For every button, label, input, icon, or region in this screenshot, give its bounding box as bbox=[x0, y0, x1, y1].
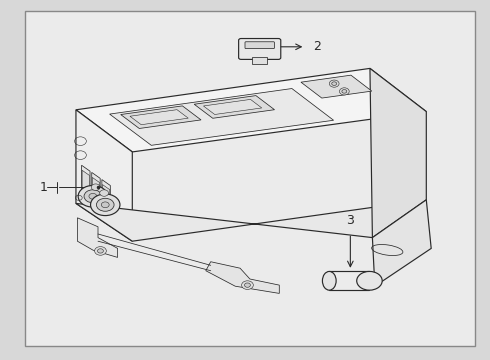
Circle shape bbox=[329, 80, 339, 87]
Polygon shape bbox=[110, 89, 334, 145]
Text: 2: 2 bbox=[314, 40, 321, 53]
Polygon shape bbox=[121, 106, 201, 129]
FancyBboxPatch shape bbox=[239, 39, 281, 59]
Polygon shape bbox=[81, 165, 90, 196]
Polygon shape bbox=[102, 185, 110, 206]
Circle shape bbox=[100, 190, 109, 196]
Polygon shape bbox=[77, 218, 118, 257]
Circle shape bbox=[78, 185, 108, 207]
Circle shape bbox=[245, 283, 250, 287]
Circle shape bbox=[98, 249, 103, 253]
Circle shape bbox=[84, 190, 102, 203]
Polygon shape bbox=[92, 172, 100, 203]
Circle shape bbox=[332, 82, 337, 85]
Polygon shape bbox=[194, 96, 274, 118]
Polygon shape bbox=[76, 68, 426, 152]
Polygon shape bbox=[206, 262, 279, 293]
Ellipse shape bbox=[322, 271, 336, 290]
Circle shape bbox=[101, 202, 109, 208]
FancyBboxPatch shape bbox=[245, 42, 274, 49]
Circle shape bbox=[89, 193, 97, 199]
Text: 1: 1 bbox=[40, 181, 48, 194]
Polygon shape bbox=[370, 68, 426, 238]
Circle shape bbox=[340, 88, 349, 95]
Bar bbox=[329, 271, 369, 290]
Polygon shape bbox=[301, 75, 372, 98]
Text: 3: 3 bbox=[346, 214, 354, 227]
Circle shape bbox=[95, 247, 106, 255]
Polygon shape bbox=[92, 177, 99, 199]
Circle shape bbox=[97, 198, 114, 211]
Polygon shape bbox=[372, 200, 431, 286]
Circle shape bbox=[357, 271, 382, 290]
Polygon shape bbox=[82, 170, 90, 192]
Bar bbox=[252, 57, 267, 64]
Polygon shape bbox=[130, 110, 188, 125]
Polygon shape bbox=[203, 99, 262, 114]
Circle shape bbox=[342, 90, 347, 93]
Circle shape bbox=[242, 281, 253, 289]
Polygon shape bbox=[76, 110, 132, 241]
Polygon shape bbox=[76, 200, 426, 241]
Polygon shape bbox=[102, 180, 110, 210]
Circle shape bbox=[91, 184, 100, 190]
Circle shape bbox=[91, 194, 120, 216]
